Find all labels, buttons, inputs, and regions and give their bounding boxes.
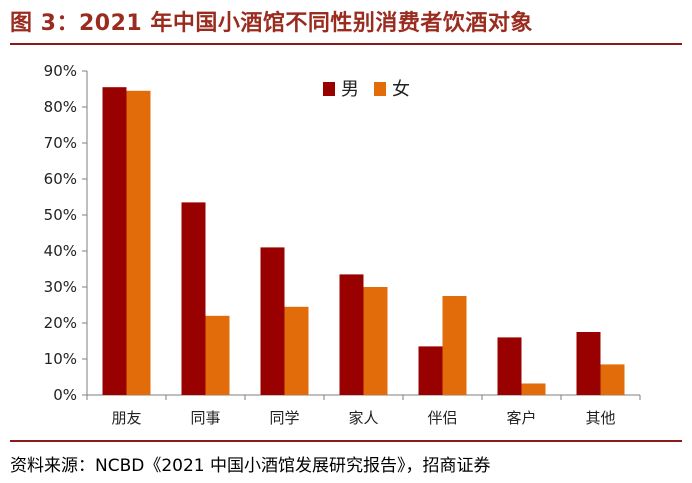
y-tick-label: 0%: [53, 386, 77, 404]
y-tick-label: 70%: [44, 134, 77, 152]
bar-女-朋友: [126, 90, 151, 396]
bar-男-同事: [181, 202, 206, 395]
bar-男-其他: [576, 332, 601, 395]
title-divider: [10, 43, 682, 45]
figure-title: 图 3：2021 年中国小酒馆不同性别消费者饮酒对象: [10, 11, 533, 36]
bar-男-朋友: [102, 87, 127, 395]
x-tick-label: 朋友: [111, 409, 141, 427]
legend-swatch-男: [323, 82, 335, 96]
bar-女-同学: [284, 306, 309, 395]
bar-女-同事: [205, 315, 230, 395]
x-tick-label: 同学: [269, 409, 299, 427]
y-tick-label: 40%: [44, 242, 77, 260]
y-tick-label: 80%: [44, 98, 77, 116]
bar-女-家人: [363, 287, 388, 395]
x-tick-label: 客户: [506, 409, 536, 427]
x-tick-label: 其他: [585, 409, 615, 427]
x-tick-label: 家人: [348, 409, 378, 427]
bar-男-同学: [260, 247, 285, 395]
x-tick-label: 伴侣: [427, 409, 457, 427]
y-tick-label: 50%: [44, 206, 77, 224]
legend-label: 女: [392, 79, 410, 100]
y-tick-label: 20%: [44, 314, 77, 332]
chart-bars: [102, 87, 625, 396]
chart-axes: 0% 10% 20% 30% 40% 50% 60% 70% 80% 90% 朋友 同事 同学 家人 伴侣 客…: [44, 62, 641, 427]
legend-swatch-女: [374, 82, 386, 96]
legend-label: 男: [341, 79, 359, 100]
bar-男-伴侣: [418, 346, 443, 395]
y-tick-label: 90%: [44, 62, 77, 80]
source-divider: [10, 440, 682, 442]
bar-女-其他: [600, 364, 625, 395]
bar-男-家人: [339, 274, 364, 395]
y-tick-label: 60%: [44, 170, 77, 188]
bar-女-伴侣: [442, 296, 467, 395]
chart-legend: 男女: [323, 79, 410, 100]
x-tick-label: 同事: [190, 409, 220, 427]
y-tick-label: 10%: [44, 350, 77, 368]
source-note: 资料来源：NCBD《2021 中国小酒馆发展研究报告》，招商证券: [10, 456, 491, 476]
bar-男-客户: [497, 337, 522, 395]
y-tick-label: 30%: [44, 278, 77, 296]
bar-女-客户: [521, 383, 546, 395]
